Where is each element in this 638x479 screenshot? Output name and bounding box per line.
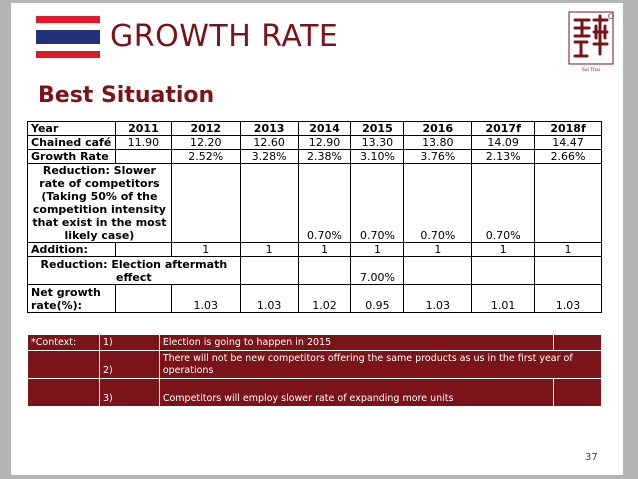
value-cell: 0.70%	[471, 163, 536, 243]
logo-text: Sai Thai	[582, 67, 600, 73]
year-cell: 2015	[350, 121, 405, 136]
value-cell: 14.47	[534, 135, 602, 150]
context-number: 1)	[98, 334, 160, 351]
table-row-addition: Addition: 1 1 1 1 1 1 1	[27, 242, 602, 257]
value-cell: 1	[239, 242, 299, 257]
row-label: Reduction: Election aftermath effect	[27, 256, 241, 285]
value-cell: 1	[297, 242, 352, 257]
value-cell	[114, 149, 172, 164]
value-cell: 1	[471, 242, 536, 257]
table-row-chained-cafe: Chained café 11.90 12.20 12.60 12.90 13.…	[27, 135, 602, 150]
context-row: 3) Competitors will employ slower rate o…	[27, 378, 602, 407]
value-cell: 1	[534, 242, 602, 257]
value-cell: 14.09	[471, 135, 536, 150]
value-cell: 2.13%	[471, 149, 536, 164]
context-row: 2) There will not be new competitors off…	[27, 350, 603, 379]
value-cell: 1	[350, 242, 405, 257]
empty-cell	[27, 350, 100, 379]
value-cell: 12.60	[239, 135, 299, 150]
value-cell: 13.80	[403, 135, 473, 150]
empty-cell	[553, 334, 602, 351]
value-cell: 3.76%	[403, 149, 473, 164]
value-cell: 0.70%	[403, 163, 473, 243]
value-cell	[471, 256, 536, 285]
value-cell: 1.03	[239, 284, 299, 313]
value-cell: 0.70%	[350, 163, 405, 243]
value-cell	[239, 256, 299, 285]
context-table: *Context: 1) Election is going to happen…	[27, 334, 603, 407]
value-cell	[239, 163, 299, 243]
value-cell: 1.03	[170, 284, 241, 313]
row-label: Growth Rate	[27, 149, 116, 164]
context-number: 3)	[98, 378, 160, 407]
value-cell: 11.90	[114, 135, 172, 150]
context-text: Competitors will employ slower rate of e…	[158, 378, 555, 407]
value-cell: 2.52%	[170, 149, 241, 164]
year-cell: 2013	[239, 121, 299, 136]
value-cell: 1.01	[471, 284, 536, 313]
value-cell: 3.10%	[350, 149, 405, 164]
row-label: Chained café	[27, 135, 116, 150]
value-cell: 2.66%	[534, 149, 602, 164]
value-cell	[534, 256, 602, 285]
value-cell	[403, 256, 473, 285]
context-text: There will not be new competitors offeri…	[158, 350, 603, 379]
value-cell	[297, 256, 352, 285]
year-cell: 2012	[170, 121, 241, 136]
value-cell: 12.20	[170, 135, 241, 150]
year-cell: 2011	[114, 121, 172, 136]
thailand-flag-icon	[36, 16, 100, 58]
year-cell: 2016	[403, 121, 473, 136]
value-cell: 1.03	[403, 284, 473, 313]
value-cell: 3.28%	[239, 149, 299, 164]
row-label: Addition:	[27, 242, 116, 257]
context-row: *Context: 1) Election is going to happen…	[27, 334, 602, 351]
context-number: 2)	[98, 350, 160, 379]
row-label: Reduction: Slower rate of competitors (T…	[27, 163, 172, 243]
table-row-reduction-election: Reduction: Election aftermath effect 7.0…	[27, 256, 602, 285]
year-cell: 2018f	[534, 121, 602, 136]
value-cell	[114, 242, 172, 257]
growth-rate-table: Year 2011 2012 2013 2014 2015 2016 2017f…	[27, 121, 602, 313]
logo-icon: Sai Thai	[568, 11, 614, 73]
context-text: Election is going to happen in 2015	[158, 334, 555, 351]
page-title: GROWTH RATE	[110, 19, 339, 54]
year-cell: 2014	[297, 121, 352, 136]
value-cell: 1.02	[297, 284, 352, 313]
row-label: Net growth rate(%):	[27, 284, 116, 313]
table-row-net-growth: Net growth rate(%): 1.03 1.03 1.02 0.95 …	[27, 284, 602, 313]
table-row-growth-rate: Growth Rate 2.52% 3.28% 2.38% 3.10% 3.76…	[27, 149, 602, 164]
empty-cell	[27, 378, 100, 407]
value-cell: 0.70%	[297, 163, 352, 243]
value-cell: 7.00%	[350, 256, 405, 285]
value-cell: 1.03	[534, 284, 602, 313]
page-number: 37	[585, 452, 598, 463]
value-cell: 0.95	[350, 284, 405, 313]
value-cell	[534, 163, 602, 243]
section-subtitle: Best Situation	[38, 83, 215, 108]
value-cell: 1	[403, 242, 473, 257]
empty-cell	[553, 378, 602, 407]
table-row-year: Year 2011 2012 2013 2014 2015 2016 2017f…	[27, 121, 602, 136]
context-label: *Context:	[27, 334, 100, 351]
table-row-reduction-competitors: Reduction: Slower rate of competitors (T…	[27, 163, 602, 243]
value-cell: 13.30	[350, 135, 405, 150]
value-cell	[170, 163, 241, 243]
year-cell: 2017f	[471, 121, 536, 136]
row-label: Year	[27, 121, 116, 136]
value-cell: 12.90	[297, 135, 352, 150]
value-cell: 1	[170, 242, 241, 257]
value-cell	[114, 284, 172, 313]
value-cell: 2.38%	[297, 149, 352, 164]
